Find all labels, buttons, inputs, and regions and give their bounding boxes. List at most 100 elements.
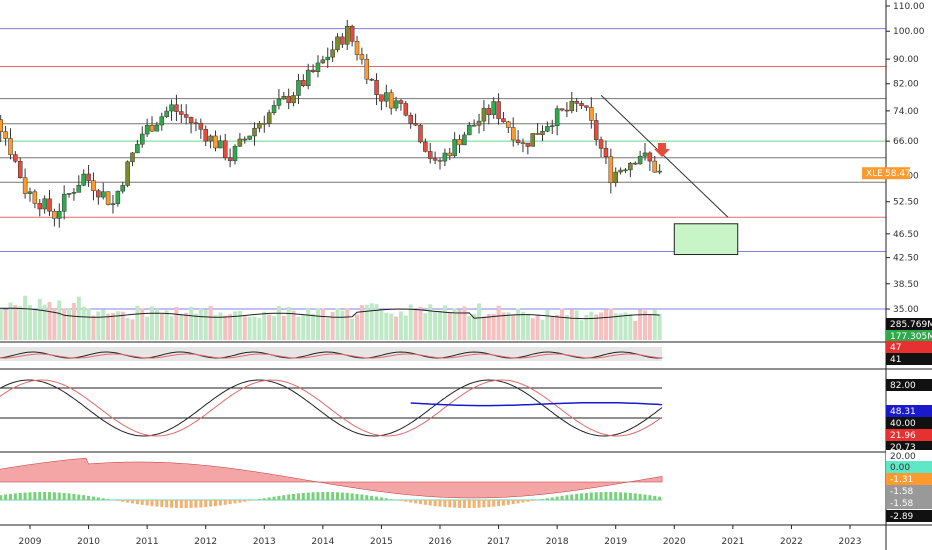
macd-histogram-bar (541, 499, 544, 500)
volume-bar (330, 311, 335, 340)
macd-histogram-bar (506, 500, 510, 505)
macd-histogram-bar (638, 493, 642, 500)
candle-body (340, 36, 345, 45)
candle-body (257, 123, 262, 129)
svg-text:20.00: 20.00 (890, 452, 916, 462)
volume-bar (37, 298, 42, 340)
candle-body (32, 191, 38, 204)
candle-body (452, 139, 457, 156)
volume-bar (442, 305, 447, 340)
volume-bar (28, 304, 32, 340)
volume-bar (594, 314, 599, 340)
volume-bar (491, 313, 496, 340)
volume-bar (281, 315, 286, 340)
volume-bar (623, 312, 628, 340)
candle-body (213, 135, 218, 149)
candle-body (198, 122, 204, 130)
svg-text:82.00: 82.00 (890, 381, 916, 391)
candle-body (369, 78, 374, 81)
macd-histogram-bar (438, 500, 442, 507)
candle-body (96, 190, 101, 198)
svg-text:21.96: 21.96 (890, 431, 916, 441)
candle-body (359, 54, 365, 60)
price-tick-label: 35.00 (893, 305, 919, 315)
price-tick-label: 38.50 (893, 280, 919, 290)
macd-histogram-bar (458, 500, 462, 508)
volume-bar (369, 303, 374, 340)
macd-histogram-bar (121, 500, 125, 502)
macd-histogram-bar (580, 493, 584, 500)
volume-bar (462, 306, 467, 340)
macd-histogram-bar (18, 492, 22, 500)
candle-body (623, 169, 628, 172)
candle-body (169, 104, 174, 112)
time-tick-label: 2010 (77, 537, 100, 547)
macd-panel (0, 457, 663, 508)
volume-bar (355, 314, 360, 340)
volume-bar (574, 310, 579, 340)
macd-histogram-bar (262, 498, 266, 500)
candle-body (413, 123, 418, 126)
macd-histogram-bar (482, 500, 486, 508)
candle-body (437, 160, 443, 162)
volume-bar (296, 316, 301, 340)
volume-bar (291, 310, 296, 340)
trendline-segment[interactable] (600, 94, 729, 218)
candle-body (296, 80, 301, 96)
volume-bar (618, 313, 623, 340)
candle-body (61, 193, 67, 212)
candle-body (608, 156, 614, 183)
volume-bar (550, 316, 555, 340)
volume-bar (247, 316, 252, 340)
volume-bar (340, 310, 345, 340)
volume-bar (110, 313, 115, 340)
macd-histogram-bar (296, 493, 300, 500)
candle-body (188, 117, 194, 124)
candle-body (525, 142, 531, 147)
candle-body (335, 36, 340, 51)
trendline[interactable] (600, 94, 729, 218)
macd-histogram-bar (135, 500, 139, 505)
volume-bar (398, 311, 403, 340)
time-axis[interactable]: 2009 2010 2011 2012 2013 2014 2015 2016 2017 2018… (19, 525, 862, 547)
volume-bar (579, 320, 584, 340)
candle-body (384, 92, 389, 102)
volume-bar (228, 314, 233, 340)
macd-histogram-bar (194, 500, 198, 508)
macd-histogram-bar (160, 500, 164, 508)
candle-body (179, 111, 184, 115)
macd-histogram-bar (272, 496, 276, 500)
candle-body (476, 120, 482, 126)
candle-body (135, 143, 140, 154)
candle-body (569, 100, 575, 112)
volume-bar (613, 313, 618, 340)
target-zone-rect[interactable] (673, 223, 739, 256)
macd-histogram-bar (555, 496, 559, 500)
macd-histogram-bar (526, 500, 530, 502)
macd-histogram-bar (233, 500, 237, 504)
candle-body (37, 203, 43, 210)
volume-bar (140, 308, 145, 340)
candle-body (427, 151, 433, 159)
macd-histogram-bar (28, 492, 32, 500)
candle-body (388, 92, 394, 109)
symbol-tag[interactable]: XLE 58.47 (862, 167, 911, 180)
volume-bar (647, 313, 652, 340)
candle-body (286, 95, 291, 104)
candle-body (462, 134, 467, 146)
svg-text:40.00: 40.00 (890, 419, 916, 429)
price-tick-label: 42.50 (893, 254, 919, 264)
time-tick-label: 2019 (604, 537, 627, 547)
macd-histogram-bar (531, 500, 535, 501)
volume-bar (516, 308, 521, 340)
time-tick-label: 2013 (253, 537, 276, 547)
volume-bar (23, 295, 28, 340)
volume-bar (81, 306, 86, 340)
candle-body (657, 170, 662, 173)
macd-histogram-bar (204, 500, 208, 508)
price-tick-label: 90.00 (893, 55, 919, 65)
macd-histogram-bar (433, 500, 437, 507)
macd-histogram-bar (575, 493, 579, 500)
volume-bar (47, 302, 52, 340)
